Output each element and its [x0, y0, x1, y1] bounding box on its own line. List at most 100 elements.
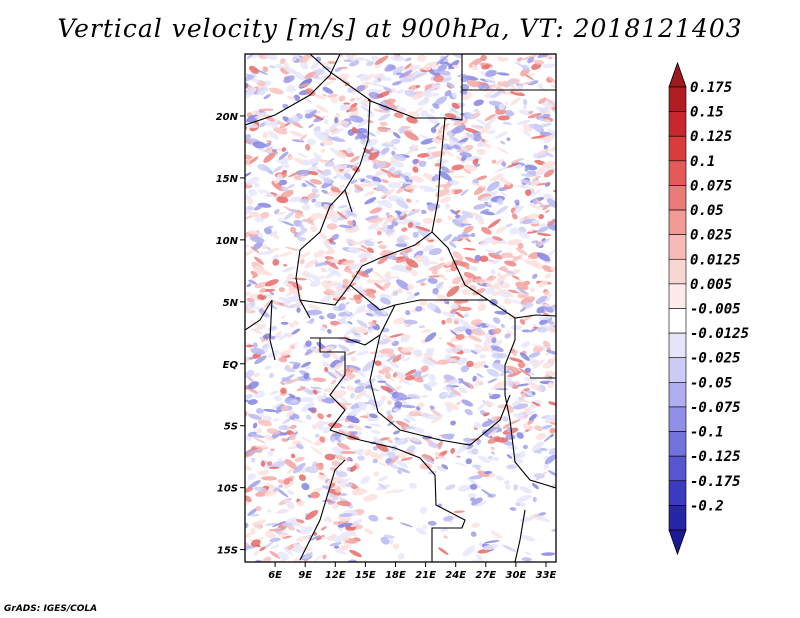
field-blob	[270, 544, 280, 550]
field-blob	[336, 500, 352, 507]
field-blob	[323, 387, 334, 392]
field-blob	[280, 387, 287, 395]
field-blob	[252, 141, 266, 149]
field-blob	[369, 423, 383, 427]
field-blob	[266, 225, 274, 229]
field-blob	[258, 412, 265, 418]
field-blob	[391, 145, 399, 151]
field-blob	[352, 126, 357, 134]
field-blob	[398, 127, 406, 134]
field-blob	[380, 385, 394, 393]
field-blob	[479, 236, 493, 246]
field-blob	[357, 118, 371, 128]
field-blob	[355, 127, 368, 135]
field-blob	[325, 270, 338, 279]
field-blob	[483, 364, 489, 369]
field-blob	[473, 343, 483, 349]
field-blob	[326, 370, 338, 380]
field-blob	[495, 159, 504, 166]
field-blob	[289, 322, 295, 328]
field-blob	[531, 483, 539, 490]
field-blob	[405, 414, 417, 422]
field-blob	[268, 325, 278, 332]
field-blob	[400, 354, 405, 360]
field-blob	[348, 282, 357, 288]
field-blob	[276, 196, 289, 204]
field-blob	[523, 99, 528, 106]
field-blob	[484, 401, 495, 407]
field-blob	[328, 422, 343, 429]
field-blob	[437, 442, 443, 450]
field-blob	[532, 273, 538, 279]
field-blob	[343, 308, 351, 315]
field-blob	[387, 414, 394, 421]
field-blob	[473, 99, 484, 106]
field-blob	[363, 190, 375, 197]
field-blob	[283, 366, 296, 373]
field-blob	[316, 249, 325, 258]
field-blob	[542, 63, 556, 69]
field-blob	[262, 415, 272, 421]
field-blob	[251, 457, 256, 463]
field-blob	[412, 158, 419, 165]
field-blob	[522, 424, 534, 431]
field-blob	[530, 188, 542, 197]
field-blob	[347, 321, 353, 325]
field-blob	[535, 199, 545, 207]
field-blob	[250, 539, 261, 547]
field-blob	[485, 323, 498, 329]
field-blob	[283, 210, 295, 220]
field-blob	[470, 319, 483, 326]
field-blob	[255, 323, 266, 331]
field-blob	[409, 85, 417, 91]
field-blob	[322, 169, 332, 176]
field-blob	[248, 279, 258, 285]
field-blob	[382, 310, 387, 315]
field-blob	[526, 257, 532, 260]
field-blob	[390, 266, 407, 272]
field-blob	[506, 330, 514, 336]
field-blob	[464, 256, 479, 264]
field-blob	[450, 388, 462, 397]
field-blob	[404, 185, 418, 190]
lon-tick-label: 27E	[475, 570, 496, 581]
field-blob	[283, 300, 292, 306]
field-blob	[332, 165, 337, 168]
field-blob	[475, 327, 482, 333]
field-blob	[335, 173, 349, 181]
field-blob	[330, 379, 337, 385]
field-blob	[434, 162, 442, 167]
field-blob	[433, 300, 449, 303]
field-blob	[522, 302, 534, 309]
field-blob	[254, 256, 264, 265]
field-blob	[322, 392, 327, 398]
field-blob	[395, 243, 408, 248]
field-blob	[487, 218, 501, 229]
field-blob	[517, 63, 532, 71]
field-blob	[446, 342, 456, 348]
field-blob	[253, 551, 259, 556]
field-blob	[249, 236, 265, 243]
colorbar-swatch	[668, 332, 687, 359]
field-blob	[522, 444, 528, 450]
field-blob	[390, 396, 397, 401]
field-blob	[509, 254, 523, 264]
field-blob	[463, 225, 474, 234]
field-blob	[448, 241, 457, 248]
field-blob	[451, 303, 458, 308]
field-blob	[521, 392, 527, 399]
field-blob	[303, 373, 310, 380]
field-blob	[394, 198, 409, 209]
field-blob	[504, 110, 515, 117]
field-blob	[466, 360, 474, 368]
field-blob	[389, 333, 404, 338]
field-blob	[427, 380, 437, 387]
field-blob	[305, 365, 311, 370]
field-blob	[364, 73, 374, 82]
field-blob	[515, 164, 522, 169]
field-blob	[254, 182, 260, 188]
field-blob	[460, 75, 470, 83]
field-blob	[446, 82, 455, 89]
field-blob	[484, 79, 496, 84]
field-blob	[264, 434, 274, 441]
